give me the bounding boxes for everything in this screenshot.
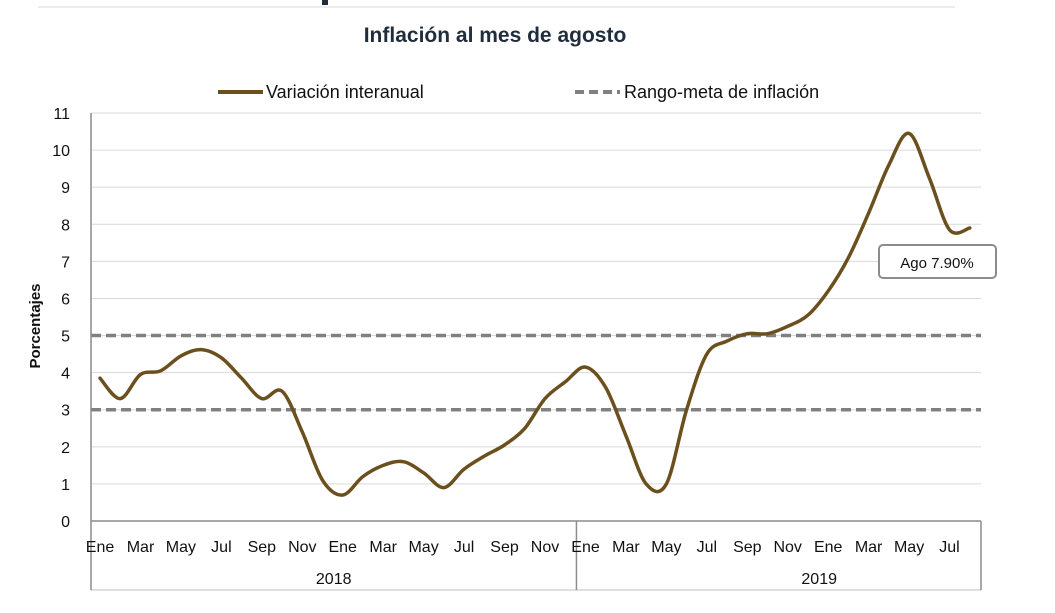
series-point-variacion	[240, 376, 244, 380]
series-point-variacion	[766, 332, 770, 336]
series-point-variacion	[948, 228, 952, 232]
series-point-variacion	[199, 348, 203, 352]
x-tick-label: Jul	[454, 539, 474, 556]
series-point-variacion	[118, 397, 122, 401]
y-tick-label: 7	[61, 254, 70, 271]
series-point-variacion	[219, 356, 223, 360]
series-point-variacion	[604, 386, 608, 390]
series-line-variacion	[98, 131, 972, 497]
series-point-variacion	[523, 426, 527, 430]
header-mark	[322, 0, 328, 5]
series-point-variacion	[442, 486, 446, 490]
series-point-variacion	[826, 289, 830, 293]
series-point-variacion	[644, 482, 648, 486]
x-tick-label: May	[894, 539, 924, 556]
series-point-variacion	[381, 463, 385, 467]
y-tick-label: 2	[61, 440, 70, 457]
y-tick-label: 6	[61, 291, 70, 308]
series-point-variacion	[927, 176, 931, 180]
legend-label-rango: Rango-meta de inflación	[624, 82, 819, 102]
x-tick-label: Nov	[531, 539, 559, 556]
x-tick-label: Ene	[328, 539, 357, 556]
x-tick-label: Jul	[697, 539, 717, 556]
series-point-variacion	[482, 454, 486, 458]
x-tick-label: Ene	[814, 539, 843, 556]
x-tick-label: Nov	[288, 539, 316, 556]
series-point-variacion	[867, 211, 871, 215]
x-tick-label: Mar	[612, 539, 640, 556]
x-tick-label: Mar	[127, 539, 155, 556]
x-tick-label: Sep	[248, 539, 277, 556]
series-point-variacion	[624, 434, 628, 438]
y-tick-label: 9	[61, 180, 70, 197]
chart-title: Inflación al mes de agosto	[364, 24, 627, 47]
series-point-variacion	[887, 163, 891, 167]
y-tick-label: 11	[53, 106, 70, 123]
y-tick-label: 3	[61, 403, 70, 420]
x-tick-label: Mar	[369, 539, 397, 556]
series-point-variacion	[321, 478, 325, 482]
x-year-label: 2019	[801, 571, 837, 588]
series-point-variacion	[745, 332, 749, 336]
callout-text: Ago 7.90%	[900, 255, 973, 272]
x-tick-label: Ene	[86, 539, 115, 556]
series-point-variacion	[300, 430, 304, 434]
series-point-variacion	[786, 324, 790, 328]
series-point-variacion	[341, 493, 345, 497]
x-tick-label: Sep	[490, 539, 519, 556]
y-tick-label: 8	[61, 217, 70, 234]
series-point-variacion	[422, 471, 426, 475]
legend-label-variacion: Variación interanual	[266, 82, 424, 102]
series-point-variacion	[806, 313, 810, 317]
callout-box	[878, 244, 997, 279]
series-point-variacion	[543, 397, 547, 401]
series-point-variacion	[361, 475, 365, 479]
series-point-variacion	[907, 131, 911, 135]
series-point-variacion	[563, 380, 567, 384]
series-point-variacion	[280, 389, 284, 393]
series-point-variacion	[462, 467, 466, 471]
series-point-variacion	[846, 256, 850, 260]
series-point-variacion	[705, 352, 709, 356]
series-point-variacion	[179, 354, 183, 358]
series-point-variacion	[159, 369, 163, 373]
x-tick-label: Sep	[733, 539, 762, 556]
series-point-variacion	[139, 373, 143, 377]
x-tick-label: Mar	[855, 539, 883, 556]
x-tick-label: May	[408, 539, 438, 556]
series-point-variacion	[503, 443, 507, 447]
series-point-variacion	[584, 365, 588, 369]
series-point-variacion	[685, 408, 689, 412]
series-point-variacion	[98, 376, 102, 380]
last-value-callout: Ago 7.90%	[878, 244, 997, 279]
series-point-variacion	[725, 339, 729, 343]
x-tick-label: Jul	[939, 539, 959, 556]
y-axis-title: Porcentajes	[27, 283, 44, 368]
series-point-variacion	[968, 226, 972, 230]
x-tick-label: Jul	[211, 539, 231, 556]
series-point-variacion	[664, 482, 668, 486]
x-tick-label: May	[166, 539, 196, 556]
x-year-label: 2018	[316, 571, 352, 588]
legend: Variación interanual Rango-meta de infla…	[218, 82, 819, 102]
y-tick-label: 10	[52, 143, 70, 160]
x-tick-label: Ene	[571, 539, 600, 556]
y-tick-label: 5	[61, 329, 70, 346]
series-point-variacion	[401, 460, 405, 464]
y-tick-label: 0	[61, 514, 70, 531]
y-tick-label: 4	[61, 366, 70, 383]
y-tick-label: 1	[61, 477, 70, 494]
series-point-variacion	[260, 397, 264, 401]
x-tick-label: May	[651, 539, 681, 556]
x-tick-label: Nov	[773, 539, 801, 556]
